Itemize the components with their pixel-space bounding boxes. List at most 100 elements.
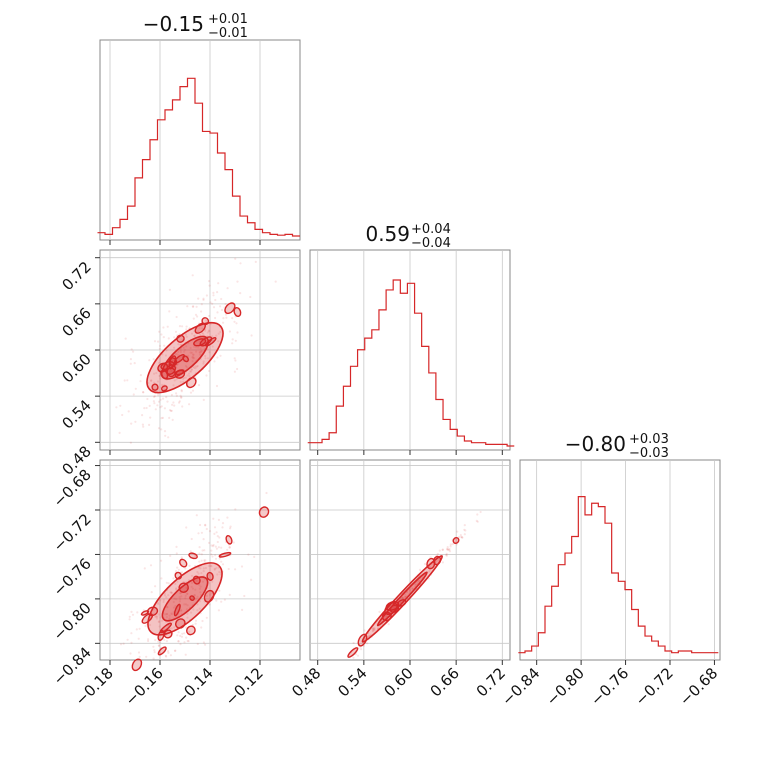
sample-point [165, 655, 168, 658]
sample-point [427, 570, 430, 573]
sample-point [129, 358, 132, 361]
sample-point [173, 346, 176, 349]
sample-point [184, 364, 187, 367]
sample-point [142, 391, 145, 394]
sample-point [152, 657, 155, 660]
sample-point [205, 527, 208, 531]
sample-point [401, 596, 405, 599]
sample-point [168, 310, 171, 313]
contour-island [174, 369, 186, 379]
sample-point [175, 378, 178, 381]
y-tick-label: −0.72 [50, 510, 95, 555]
sample-point [170, 591, 173, 594]
sample-point [190, 574, 194, 577]
sample-point [204, 566, 207, 570]
sample-point [172, 401, 175, 404]
sample-point [195, 579, 198, 582]
contour-island [432, 555, 442, 566]
sample-point [459, 534, 462, 537]
sample-point [149, 623, 152, 627]
sample-point [223, 598, 226, 601]
sample-point [463, 533, 466, 536]
sample-point [441, 548, 444, 552]
sample-point [164, 434, 167, 437]
sample-point [233, 370, 236, 373]
sample-point [167, 650, 170, 653]
sample-point [461, 536, 464, 539]
sample-point [428, 569, 431, 572]
sample-point [217, 609, 220, 612]
sample-point [157, 613, 160, 616]
sample-point [157, 640, 160, 643]
sample-point [185, 636, 188, 639]
sample-point [153, 381, 156, 384]
sample-point [153, 340, 157, 343]
sample-point [156, 615, 159, 618]
sample-point [174, 649, 177, 652]
sample-point [224, 303, 227, 306]
sample-point [233, 357, 236, 360]
sample-point [228, 546, 231, 549]
sample-point [178, 596, 181, 599]
sample-point [416, 581, 419, 584]
sample-point [438, 549, 441, 552]
sample-point [214, 554, 217, 557]
sample-point [201, 327, 204, 330]
sample-point [179, 343, 182, 346]
sample-point [169, 554, 172, 558]
contour-island [194, 322, 206, 334]
sample-point [204, 643, 207, 646]
panel-contour-p1-p3 [99, 459, 301, 672]
sample-point [236, 367, 239, 371]
sample-point [209, 301, 212, 304]
sample-point [191, 587, 194, 590]
sample-point [253, 555, 256, 559]
sample-point [368, 634, 371, 638]
sample-point [167, 582, 170, 585]
sample-point [211, 345, 214, 348]
sample-point [139, 380, 142, 383]
sample-point [180, 609, 183, 612]
sample-point [204, 329, 207, 332]
sample-point [154, 585, 157, 588]
sample-point [179, 592, 182, 595]
sample-point [175, 587, 178, 590]
sample-point [198, 351, 201, 354]
sample-point [185, 608, 188, 611]
sample-point [205, 374, 208, 377]
sample-point [408, 589, 412, 592]
sample-point [445, 547, 449, 551]
sample-point [216, 535, 219, 538]
sample-point [159, 641, 162, 644]
sample-point [214, 298, 217, 302]
sample-point [154, 408, 157, 411]
sample-point [254, 260, 257, 263]
sample-point [360, 648, 363, 651]
sample-point [180, 595, 183, 598]
sample-point [186, 305, 189, 308]
sample-point [352, 641, 355, 645]
sample-point [155, 615, 158, 618]
sample-point [179, 592, 182, 595]
sample-point [449, 543, 452, 546]
contour-island [192, 575, 201, 585]
sample-point [249, 295, 252, 299]
sample-point [173, 597, 176, 600]
sample-point [158, 625, 161, 628]
sample-point [446, 548, 450, 551]
sample-point [219, 305, 222, 308]
sample-point [142, 425, 145, 428]
sample-point [154, 639, 157, 642]
sample-point [162, 336, 165, 339]
contour-island [179, 558, 188, 568]
contour-island [189, 595, 195, 601]
sample-point [163, 638, 166, 641]
sample-point [179, 634, 182, 638]
sample-point [203, 549, 206, 552]
sample-point [130, 641, 133, 644]
sample-point [190, 332, 194, 335]
sample-point [231, 338, 234, 341]
sample-point [157, 361, 161, 364]
sample-point [186, 639, 189, 643]
sample-point [164, 613, 167, 616]
